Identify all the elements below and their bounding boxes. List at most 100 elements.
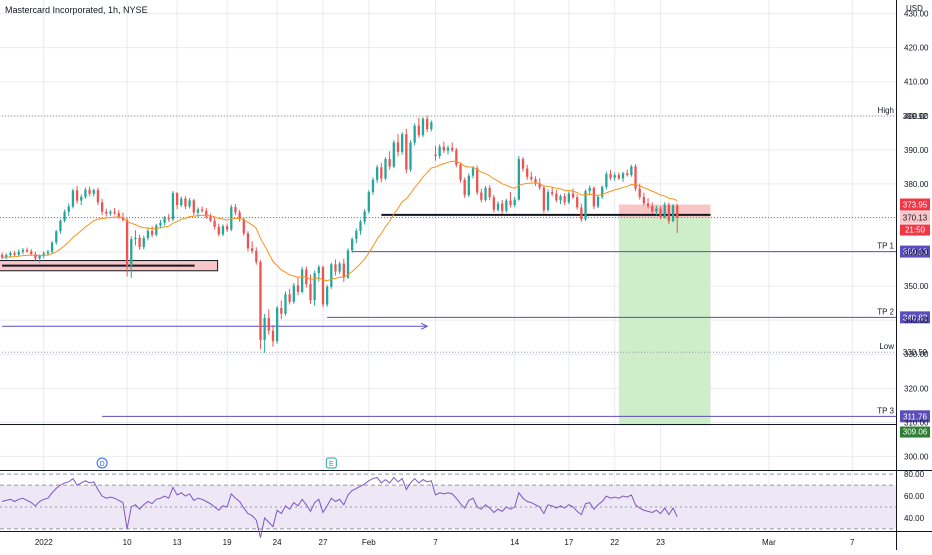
x-tick-label: 10 [123,538,132,547]
candle-body [59,220,62,232]
countdown-tag [900,224,930,236]
candle-body [246,233,250,249]
candle-body [271,330,275,342]
candle-body [459,164,462,180]
candle-body [463,179,466,196]
candle-body [130,239,133,266]
candle-body [96,190,100,203]
x-tick-label: 22 [610,538,619,547]
price-level-tag [900,245,930,258]
candle-body [638,188,641,197]
candle-body [121,216,125,221]
candle-body [442,146,445,151]
candle-body [284,294,287,314]
candle-body [601,186,604,197]
candle-body [396,142,400,152]
candle-body [580,207,583,220]
candle-body [125,220,129,266]
y-tick-label: 350.00 [904,282,929,291]
candle-body [292,285,295,302]
y-tick-label: 430.00 [904,10,929,19]
candle-body [180,198,183,206]
rsi-line [1,476,678,538]
candle-body [567,193,571,203]
candle-body [184,198,187,207]
candle-body [5,255,8,258]
rsi-tick-label: 80.00 [904,470,925,479]
x-tick-label: Feb [362,538,376,547]
price-level-value: 311.76 [903,412,927,421]
candle-body [505,200,508,211]
candle-body [380,167,383,179]
candle-body [651,206,654,212]
current-price-value: 370.13 [903,214,928,223]
candle-body [546,192,550,211]
candle-body [34,254,37,259]
candle-body [430,122,433,130]
candle-body [100,202,104,212]
candle-body [426,118,429,130]
candle-body [334,264,337,272]
y-tick-label: 330.00 [904,350,929,359]
candle-body [630,166,633,176]
candle-body [517,159,520,200]
candle-body [296,285,300,292]
candle-body [205,210,208,217]
candle-body [42,253,45,256]
y-tick-label: 300.00 [904,452,929,461]
candle-body [63,211,66,221]
candle-body [530,176,533,180]
take-profit-zone [618,217,711,426]
candle-body [300,269,304,292]
candle-body [230,207,233,230]
candle-body [413,125,416,143]
candle-body [671,205,675,222]
candle-body [113,211,116,214]
earnings-marker-label: E [329,461,334,468]
candle-body [171,193,175,220]
stop-price-tag [900,198,930,211]
candle-body [305,269,308,285]
candle-body [13,253,16,255]
candle-body [367,192,370,212]
candle-body [555,193,558,201]
candle-body [342,263,345,278]
candle-body [401,134,404,152]
candle-body [192,200,195,213]
candle-body [384,159,387,179]
candle-body [617,175,621,179]
chart-title: Mastercard Incorporated, 1h, NYSE [5,5,148,15]
candle-body [417,125,420,136]
candle-body [592,188,596,207]
x-tick-label: 14 [510,538,519,547]
candle-body [551,192,554,194]
candle-body [317,267,320,274]
currency-label: USD [906,4,923,13]
candle-body [455,150,458,165]
candle-body [438,146,441,156]
candle-body [559,196,562,201]
candle-body [142,238,145,247]
price-level-label: TP 3 [877,406,894,415]
candle-body [538,183,541,188]
candle-body [371,179,375,193]
y-tick-label: 410.00 [904,78,929,87]
x-tick-label: 19 [223,538,232,547]
candle-body [363,211,366,222]
candle-body [267,318,270,331]
x-tick-label: Mar [762,538,776,547]
countdown-value: 21:50 [905,226,926,235]
candle-body [263,318,266,340]
candle-body [0,254,4,258]
candle-body [242,219,245,234]
candle-body [646,203,650,207]
price-level-label: TP 2 [877,307,894,316]
candle-body [321,267,325,305]
x-tick-label: 27 [319,538,328,547]
candle-body [584,191,587,220]
candle-body [667,204,671,222]
candle-body [446,147,450,151]
price-level-label: Low [879,342,894,351]
candle-body [46,251,50,254]
